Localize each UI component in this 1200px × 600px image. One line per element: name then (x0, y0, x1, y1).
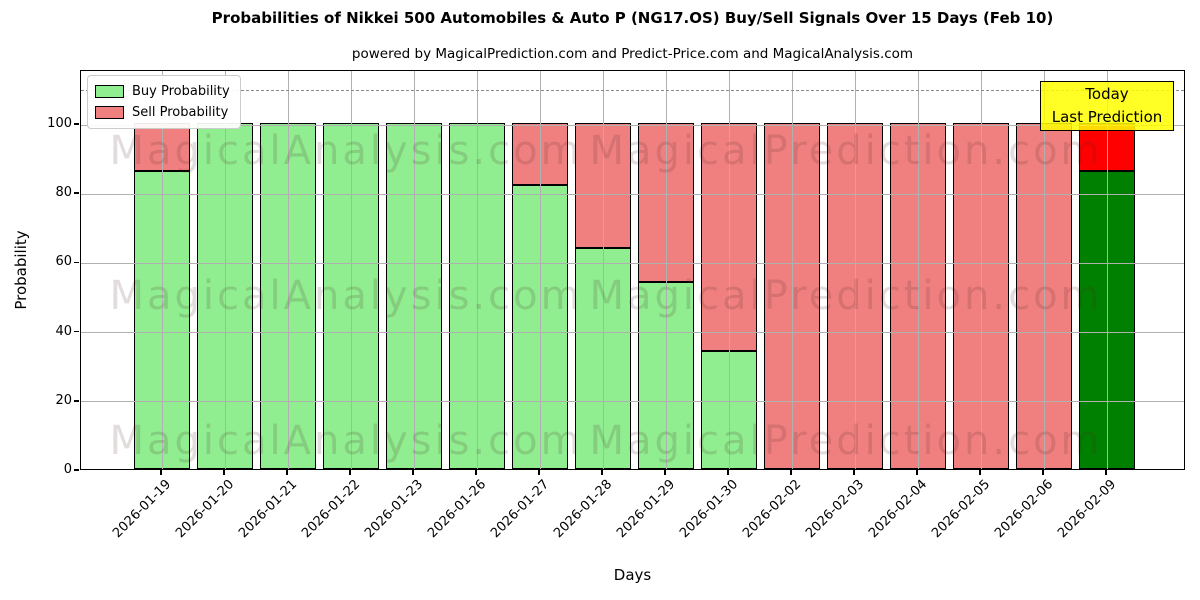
buy-swatch-icon (95, 85, 124, 98)
vertical-gridline (980, 71, 982, 469)
x-tick-label: 2026-01-26 (425, 477, 490, 542)
y-tick-label: 80 (55, 185, 72, 201)
vertical-gridline (917, 71, 919, 469)
x-tick (349, 470, 351, 475)
legend-item-buy: Buy Probability (95, 81, 230, 102)
y-axis-label: Probability (12, 230, 30, 310)
x-tick-label: 2026-01-22 (299, 477, 364, 542)
x-tick-label: 2026-01-30 (677, 477, 742, 542)
horizontal-gridline (81, 332, 1184, 334)
x-tick-label: 2026-01-20 (173, 477, 238, 542)
x-tick-label: 2026-01-21 (236, 477, 301, 542)
legend-label-buy: Buy Probability (132, 84, 230, 99)
x-tick (538, 470, 540, 475)
y-tick-label: 40 (55, 323, 72, 339)
x-tick (916, 470, 918, 475)
today-annotation-line1: Today (1085, 85, 1129, 103)
x-tick (727, 470, 729, 475)
x-tick (1042, 470, 1044, 475)
vertical-gridline (1043, 71, 1045, 469)
today-annotation: Today Last Prediction (1040, 81, 1174, 131)
x-tick-label: 2026-02-03 (803, 477, 868, 542)
horizontal-gridline (81, 124, 1184, 126)
y-tick-label: 100 (47, 116, 72, 131)
sell-swatch-icon (95, 106, 124, 119)
chart-title: Probabilities of Nikkei 500 Automobiles … (211, 9, 1054, 27)
today-annotation-line2: Last Prediction (1051, 108, 1163, 126)
x-tick-label: 2026-01-28 (551, 477, 616, 542)
watermark-text: MagicalAnalysis.com (109, 128, 583, 174)
watermark-text: MagicalPrediction.com (589, 128, 1103, 174)
chart-subtitle: powered by MagicalPrediction.com and Pre… (351, 46, 914, 62)
y-tick (74, 123, 79, 125)
x-tick (286, 470, 288, 475)
vertical-gridline (161, 71, 163, 469)
vertical-gridline (665, 71, 667, 469)
legend-label-sell: Sell Probability (132, 105, 229, 120)
vertical-gridline (854, 71, 856, 469)
y-tick (74, 400, 79, 402)
y-tick (74, 192, 79, 194)
y-tick-label: 0 (63, 462, 72, 477)
x-tick (979, 470, 981, 475)
x-tick-label: 2026-02-05 (929, 477, 994, 542)
vertical-gridline (350, 71, 352, 469)
vertical-gridline (539, 71, 541, 469)
plot-area: MagicalAnalysis.com MagicalPrediction.com… (80, 70, 1185, 470)
x-tick-label: 2026-01-19 (110, 477, 175, 542)
x-tick-label: 2026-02-06 (992, 477, 1057, 542)
x-tick (412, 470, 414, 475)
x-tick (223, 470, 225, 475)
legend-item-sell: Sell Probability (95, 102, 230, 123)
watermark-text: MagicalAnalysis.com (109, 418, 583, 464)
watermark-text: MagicalAnalysis.com (109, 273, 583, 319)
x-tick (790, 470, 792, 475)
vertical-gridline (224, 71, 226, 469)
x-tick (853, 470, 855, 475)
vertical-gridline (476, 71, 478, 469)
x-tick-label: 2026-02-09 (1055, 477, 1120, 542)
legend: Buy Probability Sell Probability (87, 75, 241, 129)
x-tick-label: 2026-01-23 (362, 477, 427, 542)
vertical-gridline (413, 71, 415, 469)
watermark-text: MagicalPrediction.com (589, 418, 1103, 464)
vertical-gridline (602, 71, 604, 469)
y-tick (74, 261, 79, 264)
x-tick (601, 470, 603, 475)
y-tick (74, 469, 79, 471)
vertical-gridline (287, 71, 289, 469)
horizontal-gridline (81, 193, 1184, 195)
vertical-gridline (791, 71, 793, 469)
vertical-gridline (728, 71, 730, 469)
x-tick-label: 2026-02-02 (740, 477, 805, 542)
x-tick-label: 2026-02-04 (866, 477, 931, 542)
x-tick-label: 2026-01-29 (614, 477, 679, 542)
horizontal-gridline (81, 401, 1184, 403)
vertical-gridline (1106, 71, 1108, 469)
y-tick-label: 20 (55, 392, 72, 408)
x-tick (1105, 470, 1107, 475)
horizontal-gridline (81, 262, 1184, 264)
x-tick (664, 470, 666, 475)
watermark-text: MagicalPrediction.com (589, 273, 1103, 319)
x-axis-label: Days (613, 566, 652, 584)
y-tick-label: 60 (55, 254, 72, 270)
x-tick (475, 470, 477, 475)
x-tick (160, 470, 162, 475)
dashed-threshold-line (81, 90, 1184, 92)
y-tick (74, 330, 79, 333)
x-tick-label: 2026-01-27 (488, 477, 553, 542)
